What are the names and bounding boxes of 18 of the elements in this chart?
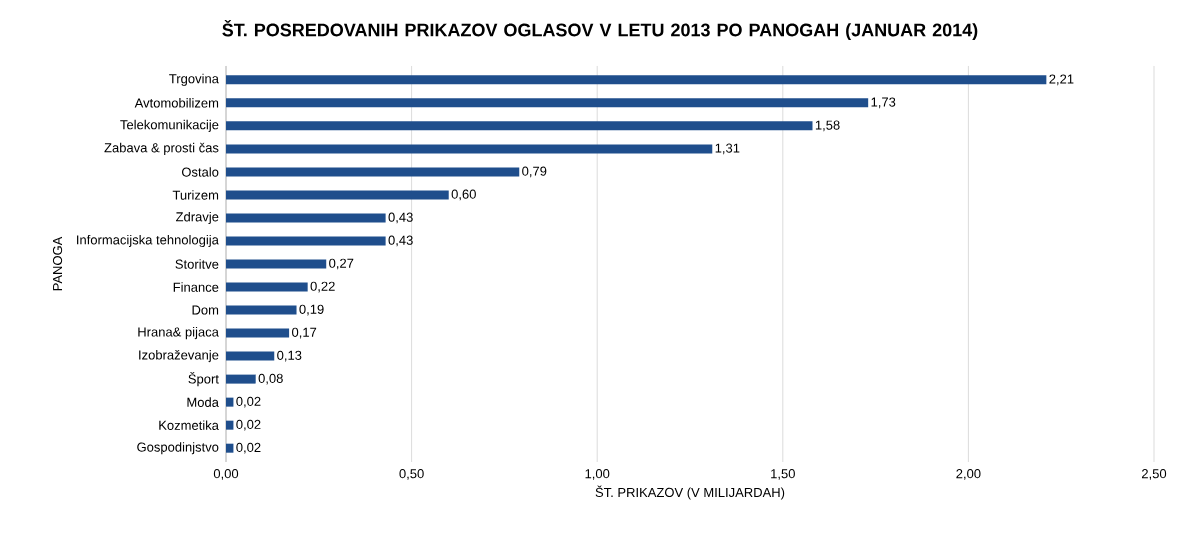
chart-title: ŠT. POSREDOVANIH PRIKAZOV OGLASOV V LETU 2013 PO PANOGAH (JANUAR 2014)	[222, 20, 978, 40]
bar	[226, 443, 234, 453]
bar	[226, 144, 713, 154]
bar	[226, 190, 449, 200]
bar	[226, 305, 297, 315]
bar	[226, 282, 308, 292]
bar	[226, 397, 234, 407]
bar	[226, 167, 520, 177]
bar	[226, 328, 290, 338]
bar	[226, 98, 869, 108]
bar	[226, 236, 386, 246]
bar	[226, 121, 813, 131]
bar	[226, 420, 234, 430]
bar	[226, 351, 275, 361]
bar	[226, 213, 386, 223]
bar	[226, 374, 256, 384]
bar	[226, 259, 327, 269]
bar	[226, 75, 1047, 85]
